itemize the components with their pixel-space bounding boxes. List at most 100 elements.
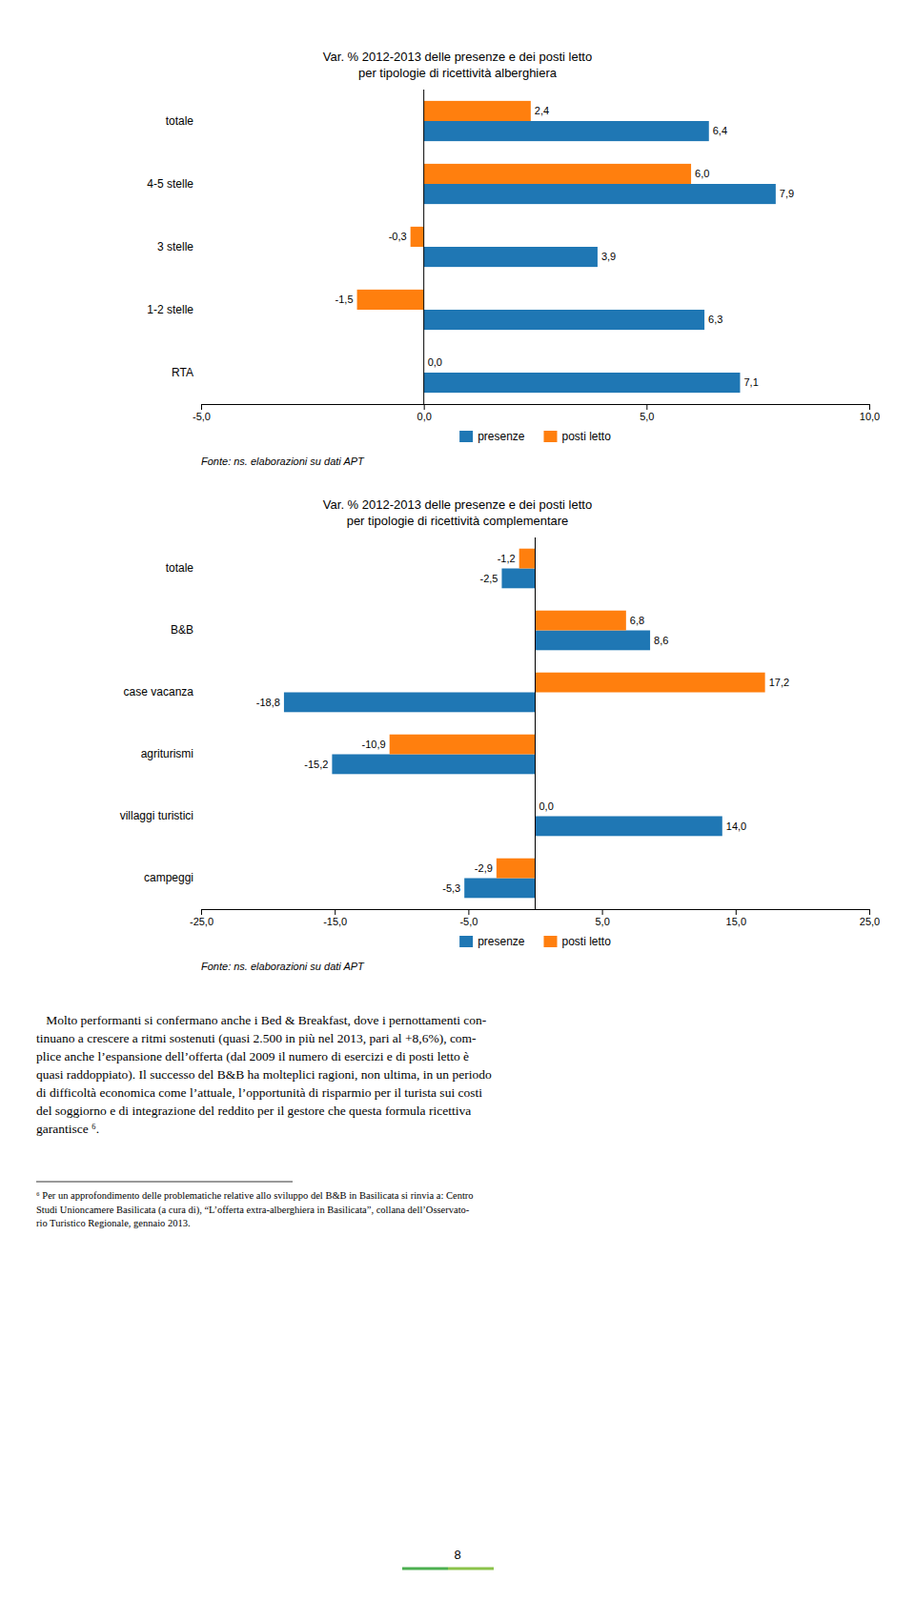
- y-tick: villaggi turistici: [120, 809, 202, 823]
- legend-item: posti letto: [544, 429, 612, 444]
- y-tick-label: 3 stelle: [157, 240, 194, 254]
- y-tick-label: totale: [165, 561, 195, 575]
- bar: [424, 163, 692, 184]
- x-tick-mark: [424, 404, 426, 410]
- x-tick: 25,0: [859, 909, 880, 928]
- bar: [496, 858, 536, 879]
- x-axis-line: [202, 405, 871, 411]
- data-label: 17,2: [769, 676, 790, 689]
- data-label: -5,3: [442, 882, 461, 895]
- data-label: 6,3: [708, 313, 723, 326]
- x-tick: -25,0: [189, 909, 214, 928]
- body-text: Molto performanti si confermano anche i …: [36, 1013, 492, 1137]
- bar: [519, 549, 536, 570]
- x-tick-mark: [334, 909, 336, 915]
- x-tick-mark: [646, 404, 648, 410]
- bar: [501, 569, 535, 590]
- bar: [535, 816, 723, 837]
- y-tick-label: villaggi turistici: [120, 809, 194, 823]
- chart: Var. % 2012-2013 delle presenze e dei po…: [146, 49, 880, 468]
- body-line: plice anche l’espansione dell’offerta (d…: [36, 1049, 469, 1064]
- y-tick-label: agriturismi: [141, 747, 194, 761]
- bar: [357, 289, 425, 310]
- x-tick-mark: [735, 909, 737, 915]
- chart-subtitle: per tipologie di ricettività complementa…: [346, 513, 570, 529]
- data-label: 7,9: [779, 187, 794, 200]
- x-axis-line: [202, 910, 871, 916]
- bar: [424, 309, 705, 330]
- y-tick-label: totale: [165, 114, 195, 128]
- body-line: del soggiorno e di integrazione del redd…: [36, 1103, 471, 1119]
- data-label: 2,4: [534, 104, 549, 117]
- body-line: garantisce ⁶.: [36, 1121, 100, 1137]
- legend-swatch: [544, 430, 558, 443]
- bar: [389, 734, 536, 755]
- bars: [284, 549, 766, 899]
- legend-label: presenze: [477, 935, 526, 949]
- y-tick: 3 stelle: [157, 240, 202, 254]
- bars: [357, 101, 776, 393]
- y-tick: B&B: [170, 623, 202, 637]
- bar: [424, 372, 741, 393]
- y-tick: RTA: [171, 366, 202, 380]
- x-axis: -5,00,05,010,0: [192, 404, 880, 423]
- x-tick-label: 0,0: [417, 410, 432, 423]
- y-tick: campeggi: [143, 871, 202, 885]
- x-tick: 15,0: [726, 909, 747, 928]
- annotation: Fonte: ns. elaborazioni su dati APT: [201, 455, 366, 468]
- annotation: Fonte: ns. elaborazioni su dati APT: [201, 960, 366, 973]
- legend-item: presenze: [459, 429, 526, 444]
- zero-line: [534, 537, 536, 910]
- body-line: Molto performanti si confermano anche i …: [36, 1013, 488, 1028]
- bar-series: [424, 121, 776, 393]
- data-label: 6,8: [630, 614, 645, 627]
- data-label: -2,9: [474, 862, 493, 875]
- y-tick: case vacanza: [123, 685, 202, 699]
- y-tick-label: 1-2 stelle: [146, 303, 194, 317]
- data-label: -1,5: [335, 293, 354, 305]
- bar: [331, 754, 535, 775]
- bar: [464, 878, 535, 899]
- zero-line: [423, 89, 425, 405]
- data-label: -15,2: [304, 758, 328, 771]
- x-tick: -5,0: [459, 909, 478, 928]
- legend-swatch: [544, 935, 558, 948]
- plot: -25,0-15,0-5,05,015,025,0totaleB&Bcase v…: [120, 537, 881, 928]
- legend-label: posti letto: [562, 935, 612, 949]
- data-label: -18,8: [256, 696, 281, 709]
- y-axis: totale 4-5 stelle 3 stelle 1-2 stelle RTA: [146, 114, 202, 380]
- data-label: 8,6: [653, 634, 669, 647]
- legend-item: presenze: [459, 935, 526, 949]
- bar: [424, 121, 710, 142]
- page: Var. % 2012-2013 delle presenze e dei po…: [0, 0, 915, 1600]
- body-line: di difficoltà economica come l’attuale, …: [36, 1085, 483, 1100]
- footnote: ⁶ Per un approfondimento delle problemat…: [36, 1181, 474, 1229]
- body-line: quasi raddoppiato). Il successo del B&B …: [36, 1067, 492, 1082]
- y-tick: totale: [165, 561, 202, 575]
- bar: [424, 183, 776, 204]
- bar: [535, 610, 627, 631]
- legend-label: presenze: [477, 429, 526, 444]
- chart: Var. % 2012-2013 delle presenze e dei po…: [120, 497, 881, 973]
- x-tick-mark: [869, 404, 871, 410]
- chart-title: Var. % 2012-2013 delle presenze e dei po…: [323, 49, 592, 64]
- x-tick-label: 25,0: [859, 915, 880, 928]
- bar: [424, 246, 598, 267]
- x-tick-mark: [467, 909, 469, 915]
- data-labels: -2,58,6-18,8-15,214,0-5,3-1,26,817,2-10,…: [256, 552, 790, 895]
- x-tick-mark: [602, 909, 604, 915]
- x-tick-label: -25,0: [189, 915, 214, 928]
- data-label: 7,1: [743, 376, 758, 388]
- y-tick-label: RTA: [171, 366, 194, 380]
- bar-series: [284, 569, 723, 899]
- footnote-line: ⁶ Per un approfondimento delle problemat…: [36, 1190, 474, 1201]
- x-tick-label: 15,0: [726, 915, 747, 928]
- x-tick-label: 5,0: [594, 915, 610, 928]
- y-tick-label: 4-5 stelle: [146, 177, 194, 191]
- page-decoration: [447, 1567, 494, 1571]
- x-tick-mark: [201, 909, 203, 915]
- data-label: -0,3: [388, 230, 407, 243]
- page-number-block: 8: [402, 1547, 494, 1569]
- data-label: 6,4: [712, 124, 728, 137]
- bar: [535, 672, 766, 693]
